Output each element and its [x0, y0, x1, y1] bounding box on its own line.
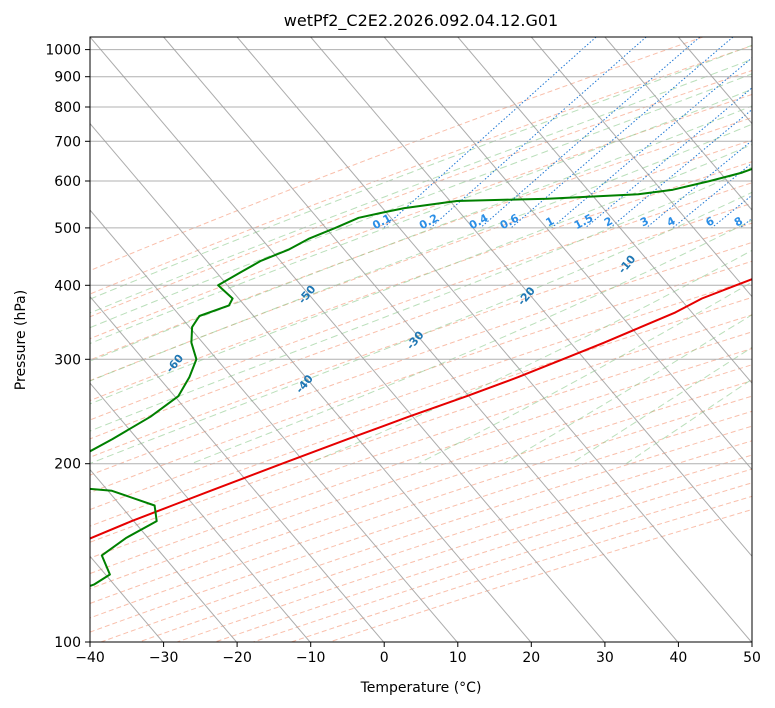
- profile-series: [90, 167, 752, 588]
- mixing-ratio-line: [672, 162, 752, 229]
- x-tick-label: 10: [449, 650, 467, 666]
- mixing-ratio-line: [763, 37, 775, 228]
- y-tick-label: 800: [54, 100, 81, 116]
- dry-adiabat: [90, 202, 752, 440]
- mixing-ratio-line: [479, 37, 701, 229]
- dry-adiabat: [90, 410, 752, 633]
- dry-adiabat: [291, 495, 752, 642]
- x-axis: −40 −30 −20 −10 0 10 20 30 40 50: [75, 642, 761, 666]
- isotherm: [90, 209, 458, 642]
- moist-adiabat: [90, 105, 752, 362]
- x-tick-label: −20: [222, 650, 252, 666]
- x-tick-label: 0: [380, 650, 389, 666]
- moist-adiabat: [90, 73, 752, 329]
- y-tick-label: 100: [54, 635, 81, 651]
- moist-adiabat: [308, 249, 752, 465]
- y-tick-label: 500: [54, 221, 81, 237]
- isotherm: [383, 37, 752, 471]
- x-tick-label: −40: [75, 650, 105, 666]
- dry-adiabat: [90, 395, 752, 619]
- x-tick-label: 30: [596, 650, 614, 666]
- x-tick-label: −10: [296, 650, 326, 666]
- isotherm: [90, 37, 605, 642]
- y-tick-label: 200: [54, 457, 81, 473]
- mixing-ratio-label: 10: [751, 212, 771, 231]
- isotherm-grid: [90, 37, 752, 642]
- plot-frame: [89, 36, 753, 643]
- dewpoint-line: [90, 167, 752, 588]
- dry-adiabat: [90, 380, 752, 604]
- chart-title: wetPf2_C2E2.2026.092.04.12.G01: [284, 11, 558, 31]
- moist-adiabat: [90, 88, 752, 345]
- dry-adiabat: [90, 314, 752, 543]
- y-tick-label: 1000: [45, 43, 81, 59]
- isotherm: [90, 122, 532, 642]
- y-tick-label: 300: [54, 352, 81, 368]
- isotherm-label: 0: [751, 189, 766, 204]
- moist-adiabat: [90, 166, 752, 432]
- x-tick-label: 20: [522, 650, 540, 666]
- x-tick-label: 40: [669, 650, 687, 666]
- dry-adiabat: [329, 509, 752, 642]
- x-axis-label: Temperature (°C): [360, 680, 482, 696]
- isotherm: [310, 37, 752, 557]
- moist-adiabat: [90, 58, 752, 314]
- x-tick-label: 50: [743, 650, 761, 666]
- y-tick-label: 600: [54, 174, 81, 190]
- dry-adiabat: [90, 182, 752, 421]
- x-tick-label: −30: [149, 650, 179, 666]
- y-axis: 1000 900 800 700 600 500 400 300 200 100: [45, 43, 90, 651]
- isotherm-label: -70: [31, 421, 54, 445]
- isotherm: [90, 468, 237, 642]
- isotherm: [751, 37, 752, 38]
- isotherm: [530, 37, 752, 298]
- dry-adiabat: [90, 241, 752, 476]
- isotherm: [163, 37, 679, 642]
- dry-adiabat: [138, 440, 752, 642]
- mixing-ratio-line: [430, 37, 647, 229]
- y-tick-label: 700: [54, 134, 81, 150]
- dry-adiabat: [90, 161, 752, 402]
- isotherm: [90, 295, 384, 642]
- y-axis-label: Pressure (hPa): [13, 290, 29, 390]
- mixing-ratio-line: [609, 108, 752, 229]
- dry-adiabat: [100, 425, 752, 642]
- temperature-line: [90, 278, 752, 540]
- isotherm: [90, 382, 311, 642]
- dry-adiabat: [90, 222, 752, 458]
- isotherm: [457, 37, 752, 384]
- moist-adiabat: [90, 143, 752, 405]
- mixing-ratio-line: [383, 37, 597, 229]
- mixing-ratio-line: [510, 37, 734, 229]
- moist-adiabat: [503, 314, 752, 465]
- pressure-grid: [90, 49, 752, 642]
- moist-adiabat: [90, 123, 752, 382]
- dry-adiabat: [90, 331, 752, 559]
- y-tick-label: 400: [54, 278, 81, 294]
- y-tick-label: 900: [54, 70, 81, 86]
- isotherm: [604, 37, 752, 211]
- isotherm: [236, 37, 752, 642]
